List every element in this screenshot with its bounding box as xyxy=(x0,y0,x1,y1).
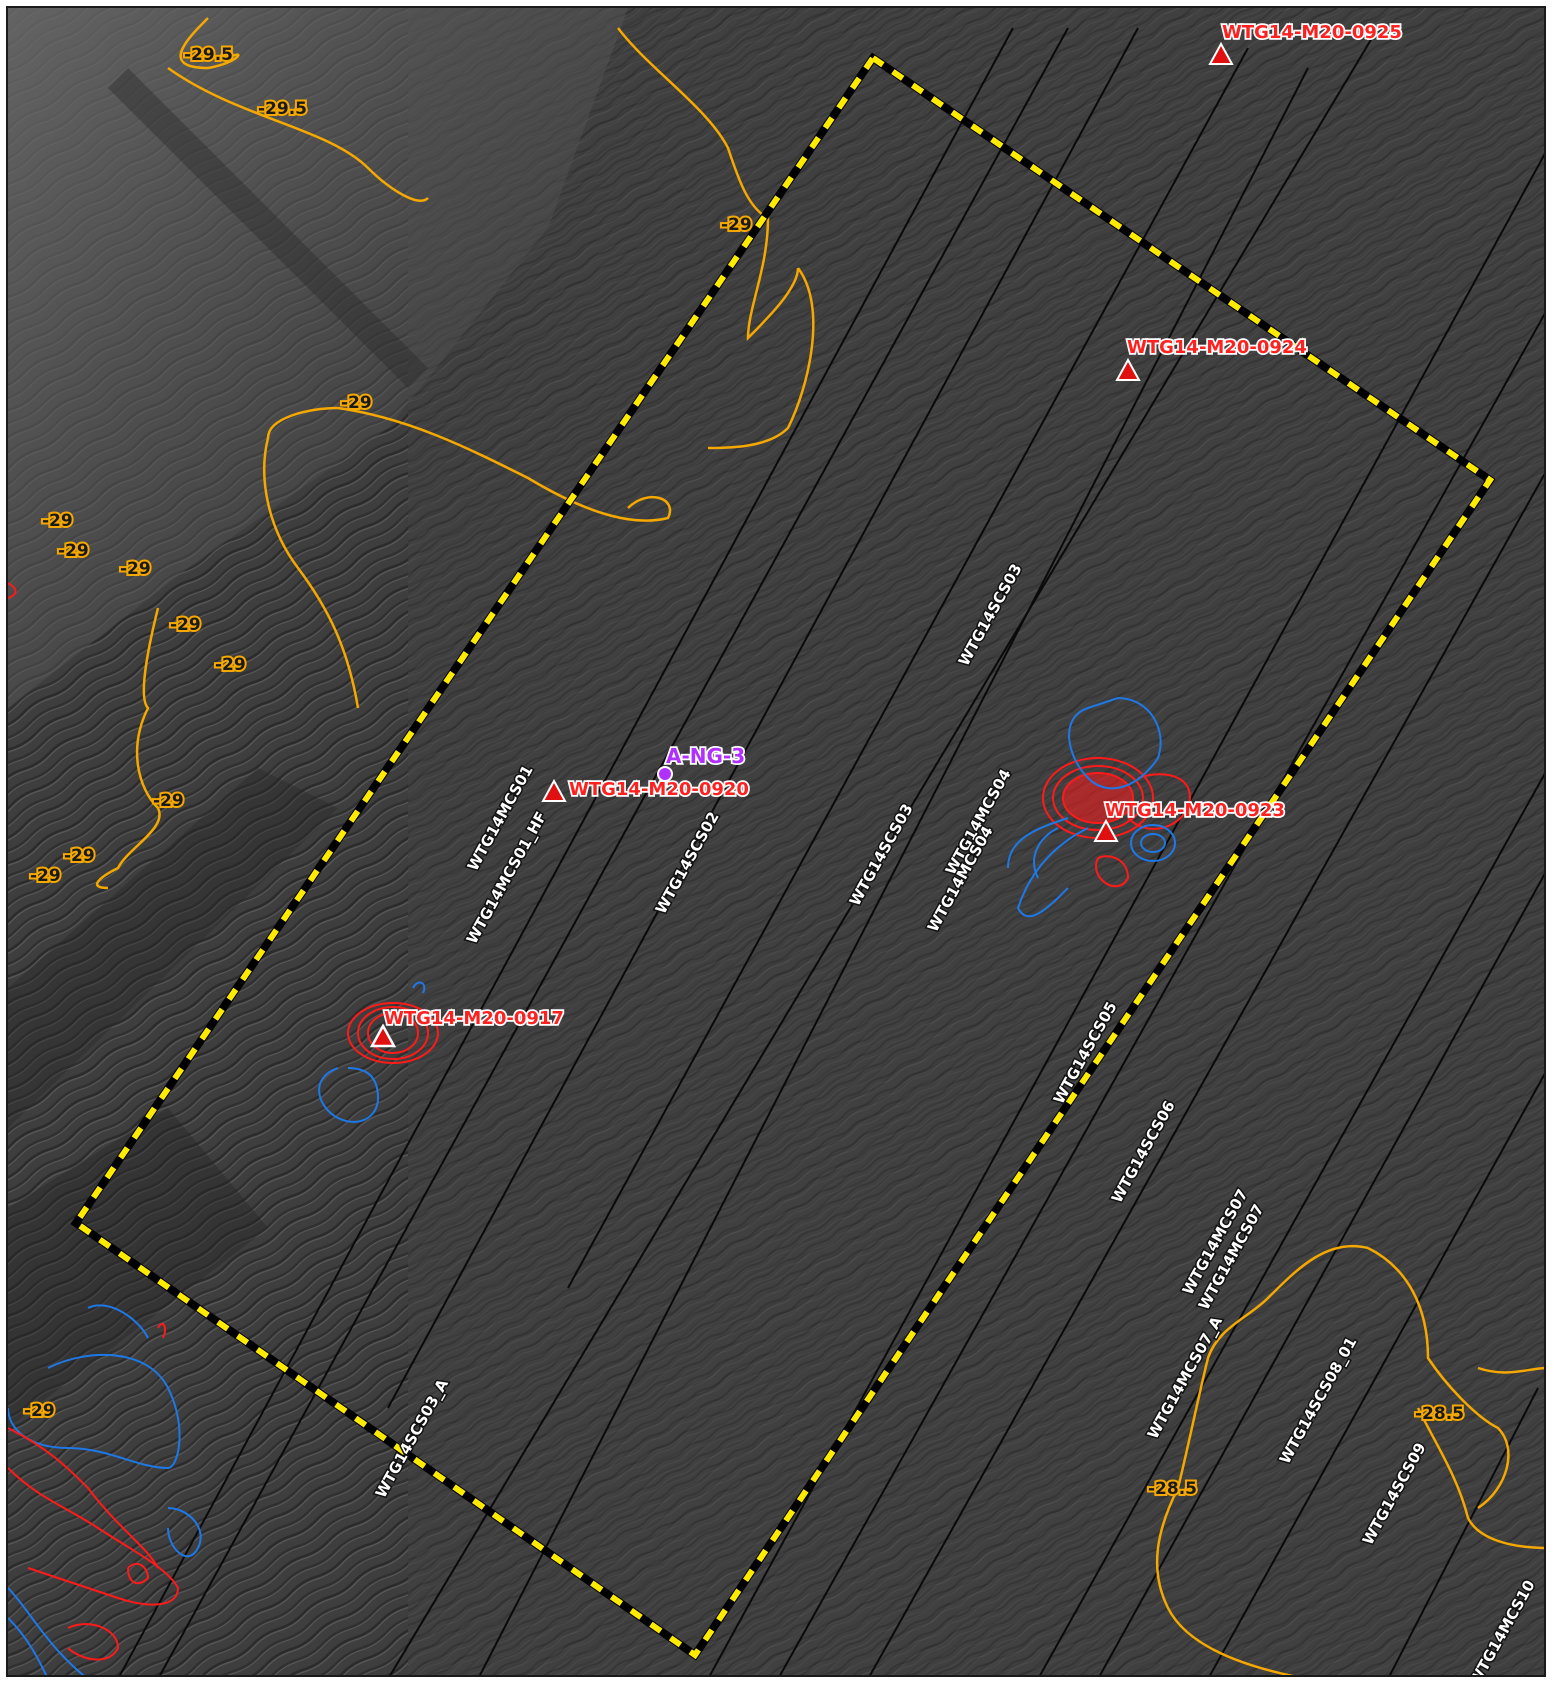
ng-point-marker xyxy=(657,766,673,782)
target-label: WTG14-M20-0924 xyxy=(1127,337,1307,358)
survey-line[interactable] xyxy=(1098,868,1546,1677)
depth-label: -29 xyxy=(215,655,246,675)
depth-contour xyxy=(1367,1246,1510,1510)
target-triangle-icon xyxy=(541,778,567,802)
target-label: WTG14-M20-0923 xyxy=(1105,800,1285,821)
depth-contour xyxy=(1155,1244,1369,1675)
depth-labels: -29.5 -29.5 -29 -29 -29 -29 -29 -29 -29 … xyxy=(22,43,1466,1501)
target-triangle-icon xyxy=(1093,818,1119,842)
survey-line[interactable] xyxy=(118,27,1014,1677)
depth-contour xyxy=(1477,1366,1544,1374)
depth-label: -29 xyxy=(153,791,184,811)
depth-contour xyxy=(167,66,429,202)
depth-label: -29 xyxy=(170,615,201,635)
depth-label: -29 xyxy=(58,541,89,561)
sonar-backdrop xyxy=(8,8,1544,1675)
target-0917[interactable]: WTG14-M20-0917 xyxy=(369,1006,566,1048)
survey-line[interactable] xyxy=(1208,1068,1546,1677)
depth-label: -29 xyxy=(64,846,95,866)
target-0924[interactable]: WTG14-M20-0924 xyxy=(1115,335,1309,381)
survey-line[interactable] xyxy=(158,27,1069,1677)
target-0925[interactable]: WTG14-M20-0925 xyxy=(1208,20,1404,65)
anomaly-cluster-0917 xyxy=(318,981,439,1123)
anomaly-cluster-southwest xyxy=(8,582,202,1675)
target-0920[interactable]: WTG14-M20-0920 xyxy=(541,777,751,802)
depth-label: -28.5 xyxy=(1148,1479,1197,1499)
depth-contour xyxy=(95,607,161,890)
depth-contour xyxy=(1416,1407,1544,1550)
depth-label: -29 xyxy=(341,393,372,413)
survey-line[interactable] xyxy=(868,468,1546,1677)
survey-line[interactable] xyxy=(1388,1387,1539,1677)
target-0923[interactable]: WTG14-M20-0923 xyxy=(1093,798,1287,842)
target-label: WTG14-M20-0925 xyxy=(1222,22,1402,43)
depth-contour xyxy=(179,17,240,70)
map-frame[interactable]: -29.5 -29.5 -29 -29 -29 -29 -29 -29 -29 … xyxy=(6,6,1546,1677)
depth-label: -29.5 xyxy=(184,45,233,65)
depth-contour xyxy=(263,406,360,709)
ng-point-label: A-NG-3 xyxy=(666,744,745,768)
depth-label: -29 xyxy=(24,1401,55,1421)
map-canvas[interactable]: -29.5 -29.5 -29 -29 -29 -29 -29 -29 -29 … xyxy=(8,8,1546,1677)
anomaly-cluster-0923 xyxy=(1007,696,1191,918)
target-label: WTG14-M20-0917 xyxy=(384,1008,564,1029)
target-label: WTG14-M20-0920 xyxy=(569,779,749,800)
survey-line[interactable] xyxy=(778,308,1546,1677)
depth-label: -29.5 xyxy=(258,99,307,119)
depth-label: -28.5 xyxy=(1415,1404,1464,1424)
survey-line[interactable] xyxy=(388,27,1379,1677)
depth-label: -29 xyxy=(120,559,151,579)
depth-contour xyxy=(707,267,815,450)
target-triangle-icon xyxy=(369,1023,397,1048)
survey-line[interactable] xyxy=(1038,768,1546,1677)
depth-label: -29 xyxy=(721,215,752,235)
survey-line[interactable] xyxy=(387,27,1139,1409)
survey-line[interactable] xyxy=(567,47,1249,1289)
target-triangle-icon xyxy=(1208,41,1234,65)
ng-point[interactable]: A-NG-3 xyxy=(657,742,747,782)
depth-label: -29 xyxy=(30,866,61,886)
depth-label: -29 xyxy=(42,511,73,531)
site-boundary xyxy=(70,52,1496,1661)
mag-anomaly-contours xyxy=(8,582,1191,1675)
target-triangle-icon xyxy=(1115,357,1141,381)
survey-line[interactable] xyxy=(478,67,1309,1677)
targets: WTG14-M20-0925 WTG14-M20-0924 WTG14-M20-… xyxy=(369,20,1404,1048)
